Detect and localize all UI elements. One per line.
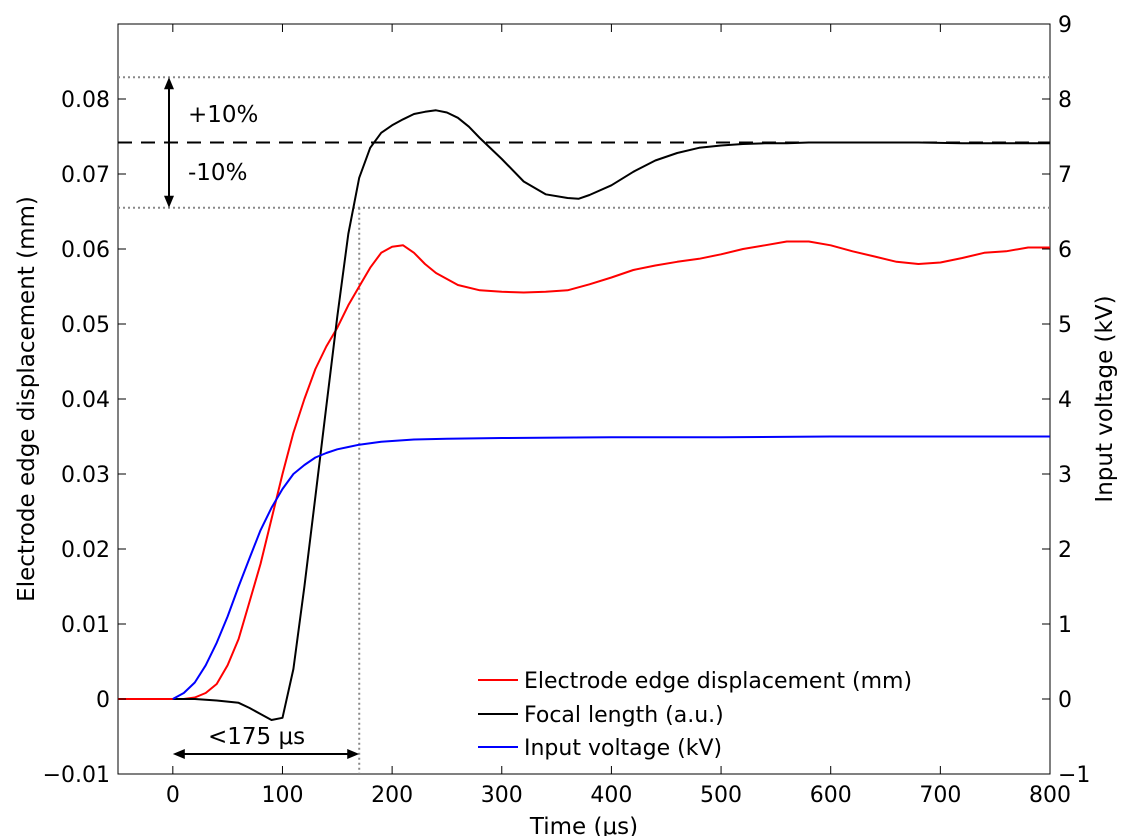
x-tick-label: 700 xyxy=(919,783,961,808)
y-left-tick-label: 0.01 xyxy=(61,613,110,638)
y-left-tick-label: 0.08 xyxy=(61,88,110,113)
y-right-tick-label: 0 xyxy=(1058,688,1072,713)
x-tick-label: 500 xyxy=(700,783,742,808)
arrow-head xyxy=(164,195,174,208)
x-tick-label: 100 xyxy=(261,783,303,808)
annotation-layer: +10% -10% <175 μs xyxy=(164,77,360,759)
y-left-tick-label: 0 xyxy=(96,688,110,713)
y-left-tick-label: 0.05 xyxy=(61,313,110,338)
y-left-tick-label: −0.01 xyxy=(43,763,110,788)
series-layer xyxy=(118,109,1050,721)
y-axis-right-title: Input voltage (kV) xyxy=(1092,295,1118,502)
y-left-tick-label: 0.07 xyxy=(61,163,110,188)
y-right-tick-label: 2 xyxy=(1058,538,1072,563)
y-right-tick-label: 5 xyxy=(1058,313,1072,338)
series-displacement xyxy=(118,240,1050,700)
plus-10pct-label: +10% xyxy=(188,102,258,128)
y-right-tick-label: 1 xyxy=(1058,613,1072,638)
x-tick-label: 300 xyxy=(481,783,523,808)
legend-label-focal-length: Focal length (a.u.) xyxy=(524,703,724,728)
y-right-tick-label: −1 xyxy=(1058,763,1090,788)
x-tick-label: 600 xyxy=(810,783,852,808)
y-left-tick-label: 0.03 xyxy=(61,463,110,488)
x-tick-label: 200 xyxy=(371,783,413,808)
arrow-head xyxy=(347,749,360,759)
reference-lines xyxy=(118,76,1050,774)
minus-10pct-label: -10% xyxy=(188,160,247,186)
legend-label-displacement: Electrode edge displacement (mm) xyxy=(524,669,912,694)
ticks-layer: 0 100 200 300 400 500 600 700 800 −0.01 0 0.01 0.02 0… xyxy=(43,13,1091,808)
y-right-tick-label: 4 xyxy=(1058,388,1072,413)
y-right-tick-label: 9 xyxy=(1058,13,1072,38)
y-right-tick-label: 6 xyxy=(1058,238,1072,263)
x-tick-label: 800 xyxy=(1029,783,1071,808)
series-input-voltage xyxy=(172,435,1050,700)
arrow-head xyxy=(164,77,174,90)
x-tick-label: 0 xyxy=(166,783,180,808)
arrow-head xyxy=(172,749,185,759)
series-focal-length xyxy=(172,109,1050,721)
plot-area xyxy=(117,23,1051,775)
y-right-tick-label: 3 xyxy=(1058,463,1072,488)
legend: Electrode edge displacement (mm) Focal l… xyxy=(478,669,912,761)
x-tick-label: 400 xyxy=(590,783,632,808)
y-right-tick-label: 8 xyxy=(1058,88,1072,113)
y-axis-left-title: Electrode edge displacement (mm) xyxy=(14,196,40,602)
y-left-tick-label: 0.02 xyxy=(61,538,110,563)
x-axis-title: Time (μs) xyxy=(529,814,638,836)
y-right-tick-label: 7 xyxy=(1058,163,1072,188)
y-left-tick-label: 0.06 xyxy=(61,238,110,263)
legend-label-input-voltage: Input voltage (kV) xyxy=(524,736,722,761)
time-span-label: <175 μs xyxy=(208,724,305,750)
y-left-tick-label: 0.04 xyxy=(61,388,110,413)
